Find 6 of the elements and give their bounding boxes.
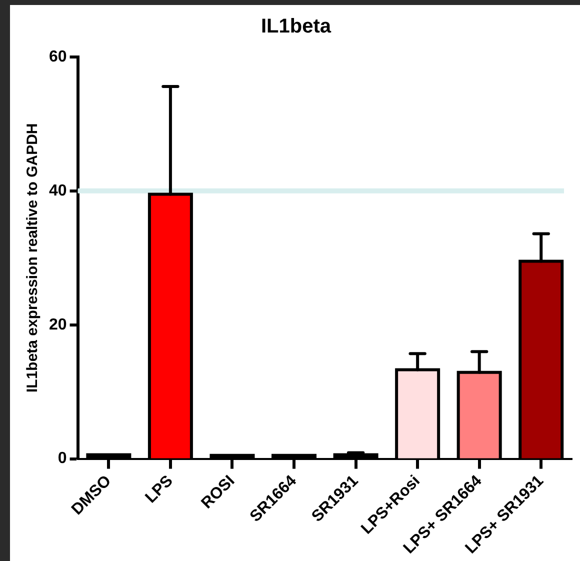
y-axis-title: IL1beta expression realtive to GAPDH <box>24 123 42 393</box>
y-tick-label: 20 <box>49 316 67 334</box>
y-tick-label: 60 <box>49 48 67 66</box>
y-tick-label: 40 <box>49 182 67 200</box>
y-tick-label: 0 <box>58 450 67 468</box>
chart-title: IL1beta <box>260 16 332 38</box>
